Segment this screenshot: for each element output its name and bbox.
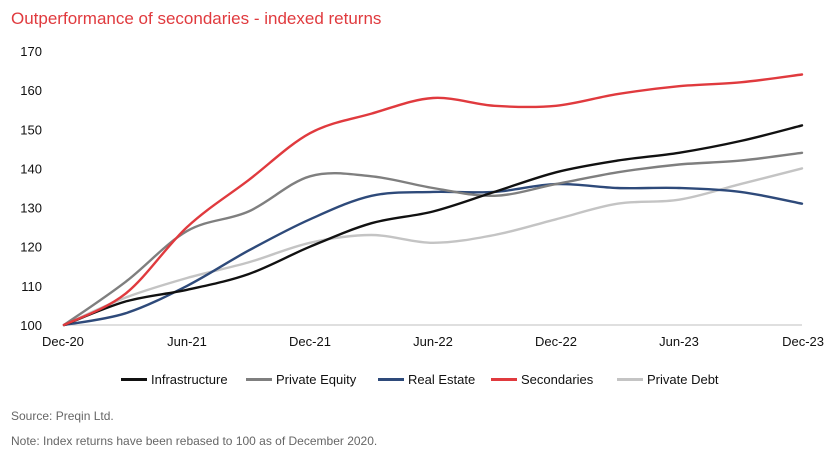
series-line-private-debt	[62, 167, 804, 327]
y-tick-label: 110	[21, 279, 42, 294]
legend-swatch	[246, 378, 272, 381]
series-line-real-estate	[62, 182, 804, 327]
legend-item-infrastructure: Infrastructure	[121, 372, 228, 387]
series-line-infrastructure	[62, 124, 804, 327]
legend-item-secondaries: Secondaries	[491, 372, 593, 387]
legend-item-private-equity: Private Equity	[246, 372, 356, 387]
x-tick-label: Dec-23	[782, 334, 824, 349]
legend-label: Private Debt	[647, 372, 719, 387]
legend-label: Private Equity	[276, 372, 357, 387]
y-tick-label: 100	[20, 318, 42, 333]
rebase-note: Note: Index returns have been rebased to…	[11, 434, 378, 448]
x-axis: Dec-20 Jun-21 Dec-21 Jun-22 Dec-22 Jun-23 Dec-…	[42, 334, 824, 349]
y-tick-label: 150	[20, 122, 42, 137]
x-tick-label: Jun-23	[659, 334, 699, 349]
y-tick-label: 120	[20, 240, 42, 255]
series-lines	[62, 73, 804, 327]
x-tick-label: Dec-21	[289, 334, 331, 349]
x-tick-label: Jun-22	[413, 334, 453, 349]
legend-swatch	[121, 378, 147, 381]
legend-swatch	[491, 378, 517, 381]
series-line-secondaries	[62, 73, 804, 327]
x-tick-label: Dec-22	[535, 334, 577, 349]
legend-item-private-debt: Private Debt	[617, 372, 719, 387]
legend-label: Real Estate	[408, 372, 476, 387]
y-tick-label: 130	[20, 201, 42, 216]
y-tick-label: 170	[20, 44, 42, 59]
legend: Infrastructure Private Equity Real Estate S…	[0, 372, 836, 390]
legend-swatch	[378, 378, 404, 381]
y-tick-label: 140	[20, 161, 42, 176]
legend-label: Secondaries	[521, 372, 594, 387]
legend-item-real-estate: Real Estate	[378, 372, 475, 387]
x-tick-label: Jun-21	[167, 334, 207, 349]
chart-title: Outperformance of secondaries - indexed …	[11, 9, 382, 28]
series-line-private-equity	[62, 151, 804, 327]
y-axis: 100 110 120 130 140 150 160 170	[20, 44, 42, 333]
source-note: Source: Preqin Ltd.	[11, 409, 114, 423]
y-tick-label: 160	[20, 83, 42, 98]
legend-swatch	[617, 378, 643, 381]
x-tick-label: Dec-20	[42, 334, 84, 349]
legend-label: Infrastructure	[151, 372, 228, 387]
